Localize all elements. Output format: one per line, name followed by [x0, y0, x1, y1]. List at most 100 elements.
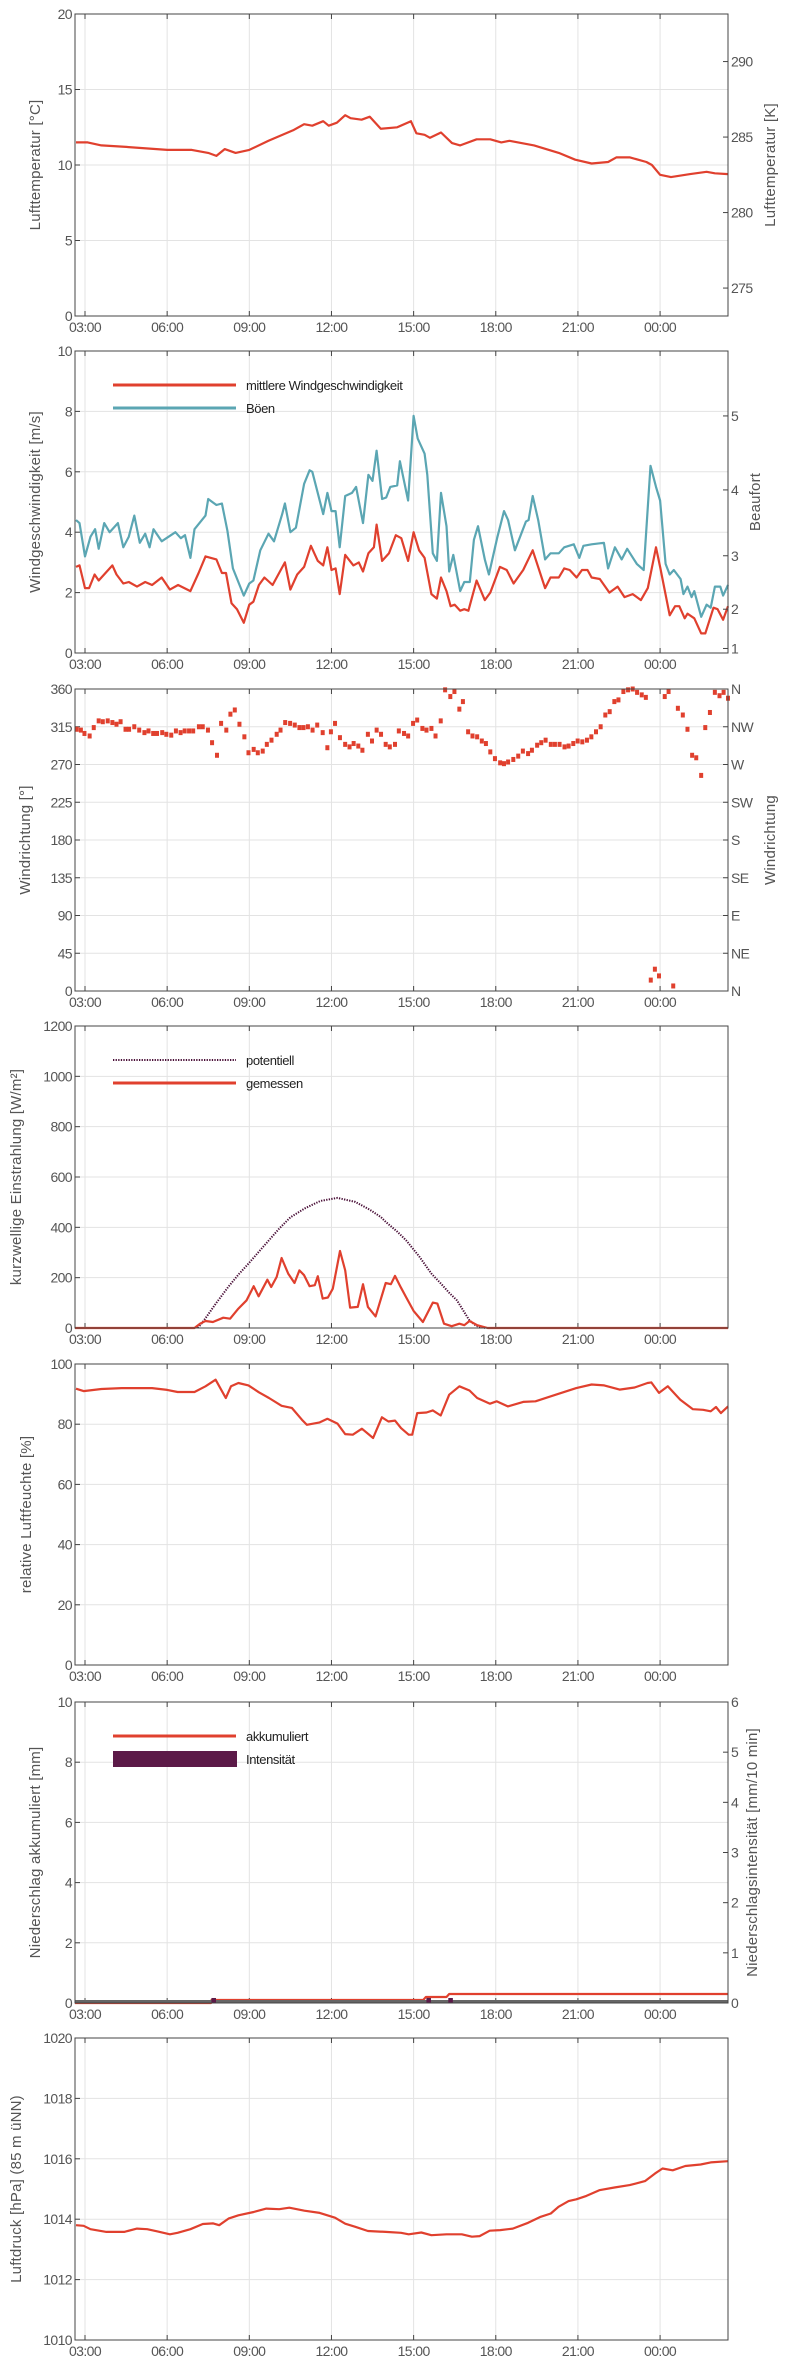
x-tick-label: 09:00	[233, 319, 266, 335]
data-point	[118, 719, 123, 725]
data-point	[164, 731, 169, 737]
data-point	[488, 749, 493, 755]
data-point	[424, 727, 429, 733]
data-point	[616, 697, 621, 703]
y-tick-label: 1020	[43, 2030, 73, 2046]
y-tick-label: 6	[65, 1814, 73, 1830]
data-point	[105, 718, 110, 724]
data-point	[325, 745, 330, 751]
data-point	[278, 727, 283, 733]
y-tick-label: 2	[65, 585, 73, 601]
x-tick-label: 00:00	[644, 1331, 677, 1347]
data-point	[479, 738, 484, 744]
panel-wind-direction: 03:00 06:00 09:00 12:00 15:00 18:00 21:00 00:00…	[17, 681, 779, 1010]
x-tick-label: 06:00	[151, 1668, 184, 1684]
y-tick-label: 20	[58, 6, 73, 22]
right-y-tick-label: 4	[731, 482, 739, 498]
x-tick-label: 12:00	[315, 2343, 348, 2359]
data-point	[443, 687, 448, 693]
data-point	[155, 730, 160, 736]
data-point	[520, 748, 525, 754]
right-y-tick-label: W	[731, 757, 745, 773]
x-tick-label: 09:00	[233, 1331, 266, 1347]
data-point	[457, 706, 462, 712]
y-tick-label: 0	[65, 645, 73, 661]
data-point	[123, 726, 128, 732]
intensity-bar	[211, 1997, 216, 2003]
data-point	[283, 720, 288, 726]
x-tick-label: 18:00	[480, 319, 513, 335]
data-point	[297, 725, 302, 731]
x-tick-label: 18:00	[480, 994, 513, 1010]
x-tick-label: 15:00	[398, 1331, 431, 1347]
x-tick-label: 12:00	[315, 994, 348, 1010]
y-tick-label: 45	[58, 945, 73, 961]
y-axis-label: Windgeschwindigkeit [m/s]	[27, 411, 44, 593]
x-tick-label: 03:00	[69, 1331, 102, 1347]
x-tick-label: 15:00	[398, 656, 431, 672]
x-tick-label: 03:00	[69, 656, 102, 672]
data-point	[200, 724, 205, 730]
data-point	[580, 739, 585, 745]
x-tick-label: 06:00	[151, 1331, 184, 1347]
data-point	[205, 727, 210, 733]
data-point	[392, 741, 397, 747]
panel-precipitation: 03:00 06:00 09:00 12:00 15:00 18:00 21:00 00:00…	[27, 1694, 761, 2022]
panel-temperature: 03:00 06:00 09:00 12:00 15:00 18:00 21:00 00:00…	[27, 6, 779, 335]
y-axis-label: Lufttemperatur [°C]	[27, 100, 44, 231]
y-tick-label: 10	[58, 343, 73, 359]
data-point	[712, 689, 717, 695]
x-tick-label: 21:00	[562, 319, 595, 335]
data-point	[506, 759, 511, 765]
data-point	[224, 727, 229, 733]
data-point	[274, 731, 279, 737]
right-y-tick-label: NE	[731, 945, 750, 961]
data-point	[232, 707, 237, 713]
data-point	[562, 744, 567, 750]
data-point	[260, 748, 265, 754]
y-tick-label: 1000	[43, 1068, 73, 1084]
x-tick-label: 09:00	[233, 2343, 266, 2359]
y-tick-label: 0	[65, 983, 73, 999]
data-point	[501, 761, 506, 767]
right-y-tick-label: 5	[731, 408, 739, 424]
x-tick-label: 06:00	[151, 2006, 184, 2022]
data-point	[429, 725, 434, 731]
x-tick-label: 15:00	[398, 2343, 431, 2359]
x-tick-label: 21:00	[562, 994, 595, 1010]
legend-label: potentiell	[246, 1053, 295, 1068]
x-tick-label: 09:00	[233, 656, 266, 672]
data-point	[356, 743, 361, 749]
data-point	[648, 977, 653, 983]
data-point	[137, 727, 142, 733]
data-point	[91, 725, 96, 731]
data-point	[639, 692, 644, 698]
data-point	[337, 735, 342, 741]
data-point	[210, 740, 215, 746]
data-point	[78, 727, 83, 733]
data-point	[621, 689, 626, 695]
data-point	[374, 727, 379, 733]
intensity-bar	[426, 1997, 431, 2003]
data-point	[173, 728, 178, 734]
data-point	[369, 738, 374, 744]
data-point	[383, 741, 388, 747]
data-point	[552, 741, 557, 747]
series-lufttemperatur-line	[76, 114, 729, 179]
data-point	[242, 734, 247, 740]
data-point	[82, 730, 87, 736]
right-y-tick-label: 275	[731, 280, 753, 296]
data-point	[662, 694, 667, 700]
right-y-tick-label: 285	[731, 129, 753, 145]
y-axis-label: Windrichtung [°]	[17, 785, 34, 894]
x-tick-label: 12:00	[315, 1668, 348, 1684]
right-y-tick-label: E	[731, 908, 740, 924]
data-point	[675, 705, 680, 711]
legend-swatch-1	[113, 1751, 237, 1767]
series-relative-luftfeuchte-line	[75, 1378, 729, 1440]
series-gemessen-line	[75, 1249, 728, 1330]
data-point	[717, 693, 722, 699]
y-tick-label: 4	[65, 1875, 73, 1891]
x-tick-label: 06:00	[151, 994, 184, 1010]
